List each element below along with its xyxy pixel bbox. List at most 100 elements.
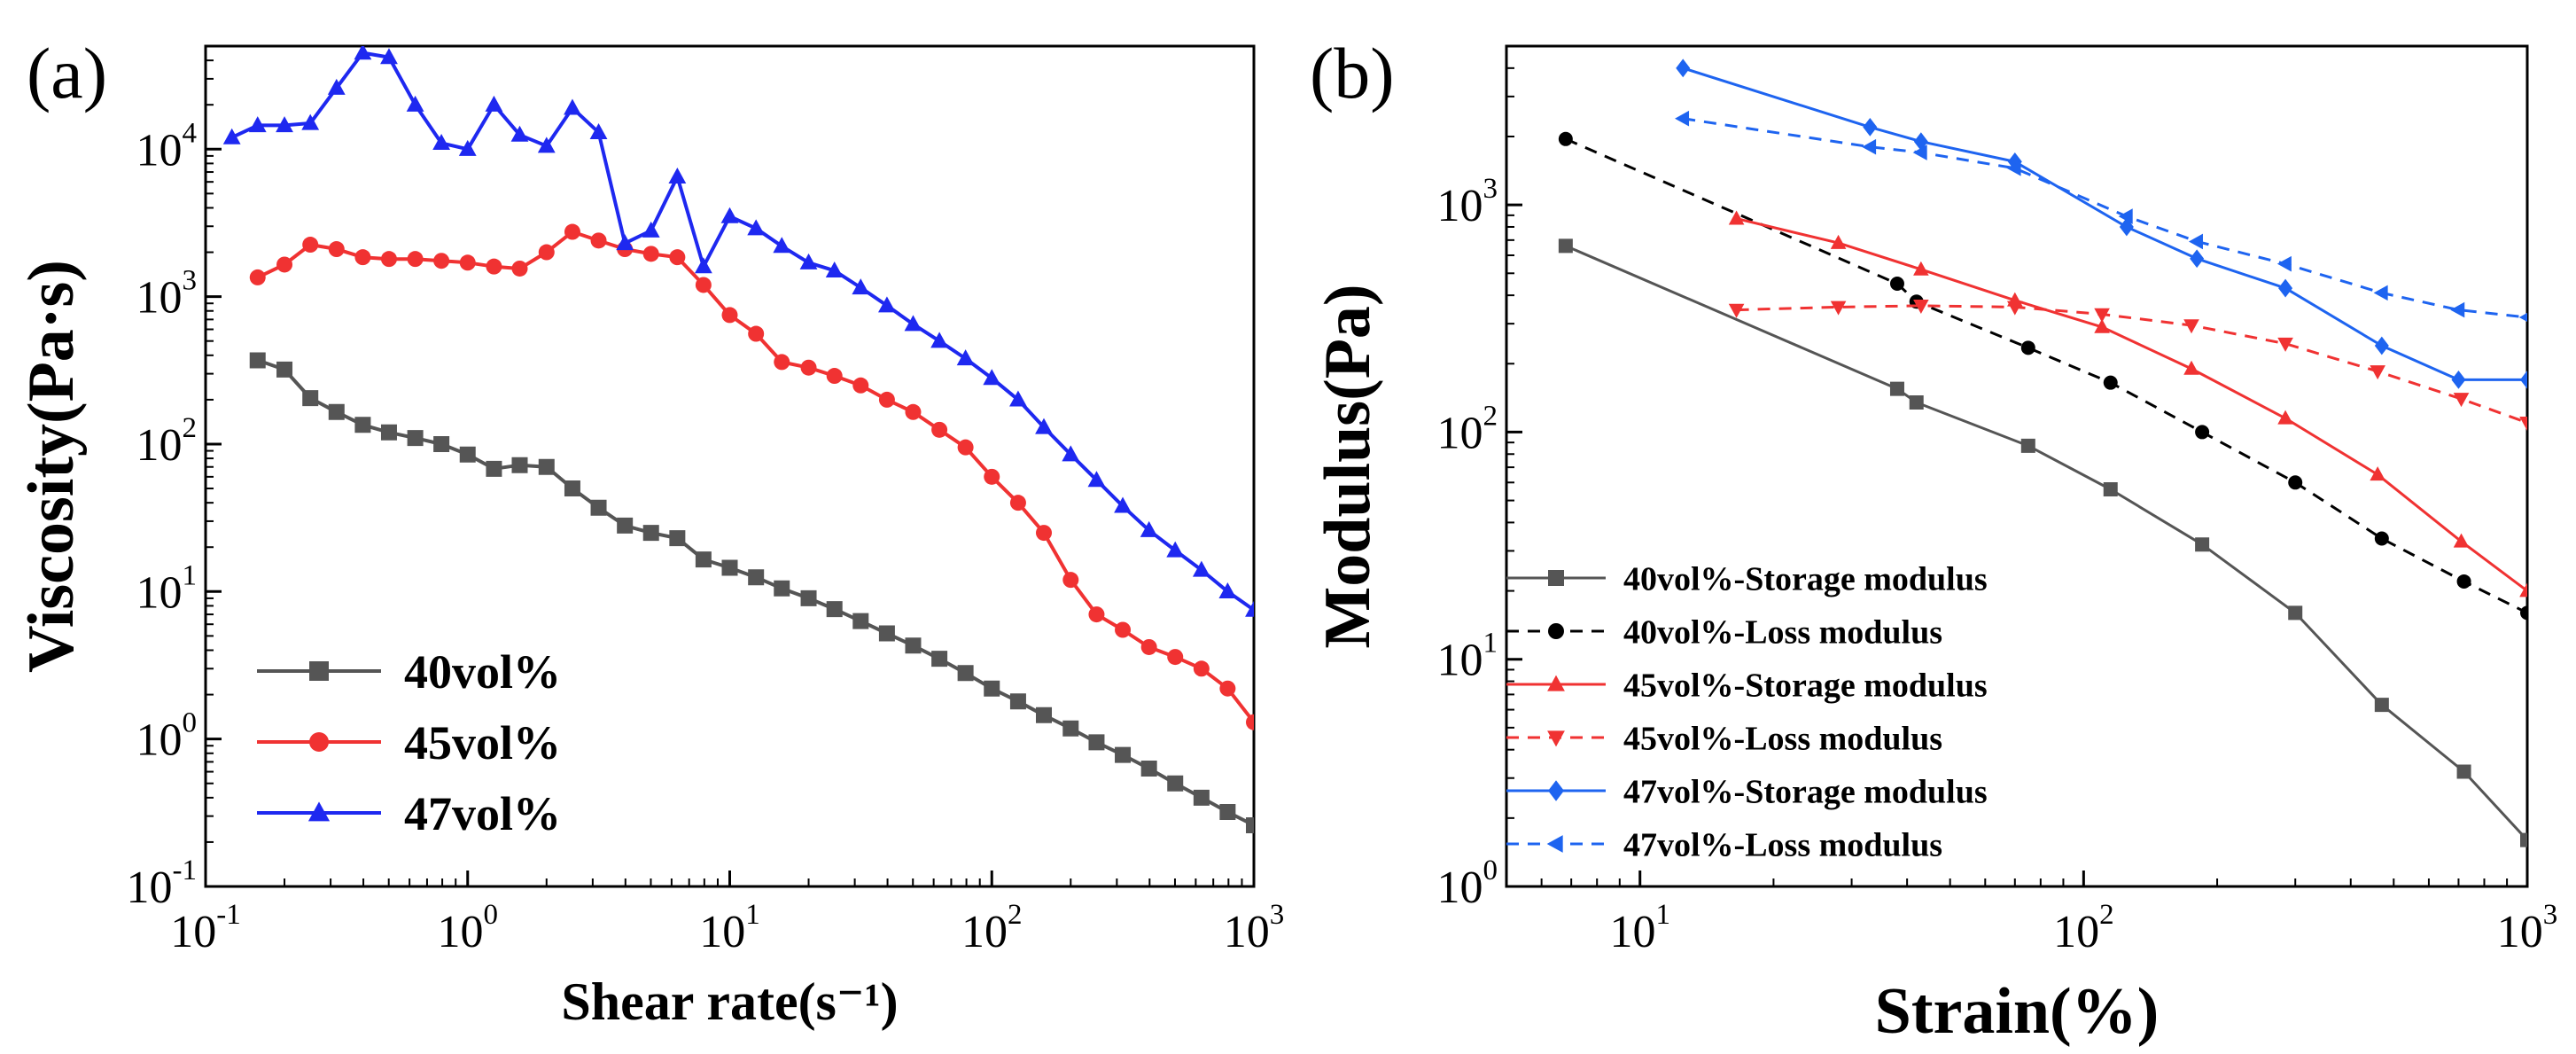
- data-point: [905, 403, 922, 420]
- data-point: [1088, 606, 1105, 623]
- y-tick-label: 101: [1437, 628, 1498, 686]
- y-tick-label: 10-1: [127, 855, 198, 913]
- data-point: [2450, 301, 2465, 318]
- data-point: [720, 207, 739, 223]
- legend-item: 45vol%: [257, 716, 561, 769]
- data-point: [826, 368, 843, 385]
- data-point: [800, 359, 817, 376]
- legend-item: 47vol%-Storage modulus: [1506, 773, 1988, 810]
- legend-marker: [1547, 675, 1565, 691]
- legend-item: 40vol%-Storage modulus: [1506, 560, 1988, 597]
- y-tick-label: 102: [136, 412, 198, 471]
- data-point: [1558, 238, 1573, 254]
- x-tick-label: 101: [699, 899, 760, 957]
- data-point: [1912, 144, 1927, 160]
- data-point: [380, 424, 397, 441]
- data-point: [2520, 370, 2527, 389]
- y-tick-label: 104: [136, 117, 198, 176]
- data-point: [669, 249, 686, 266]
- data-point: [773, 237, 791, 254]
- data-point: [799, 253, 818, 269]
- data-point: [276, 116, 293, 133]
- data-point: [1909, 395, 1924, 410]
- data-point: [2456, 764, 2471, 779]
- data-point: [1115, 746, 1132, 763]
- data-point: [2519, 582, 2527, 597]
- legend-item: 45vol%-Loss modulus: [1506, 720, 1942, 757]
- data-point: [852, 613, 869, 629]
- data-point: [2183, 319, 2199, 334]
- data-point: [957, 665, 974, 682]
- data-point: [931, 421, 948, 438]
- data-point: [1009, 693, 1026, 710]
- data-point: [1166, 541, 1185, 558]
- panel-a: (a) 10-1 100 101 102 103 10-1 100 101 102 103 104 Sh…: [15, 33, 1284, 1031]
- y-tick-label: 100: [136, 707, 198, 766]
- data-point: [2453, 393, 2470, 408]
- data-point: [2007, 152, 2022, 171]
- data-point: [327, 78, 346, 95]
- data-point: [2103, 481, 2118, 496]
- data-point: [1862, 138, 1877, 155]
- data-point: [406, 95, 424, 112]
- data-point: [2190, 249, 2205, 269]
- legend-label: 40vol%: [404, 645, 561, 699]
- series-b-1: [1558, 238, 2527, 847]
- data-point: [878, 391, 895, 408]
- panel-label-a: (a): [27, 33, 107, 113]
- y-tick-label: 100: [1437, 855, 1498, 913]
- data-point: [748, 325, 765, 342]
- series-a-2: [249, 223, 1254, 730]
- data-point: [407, 251, 424, 268]
- data-point: [486, 258, 502, 275]
- data-point: [983, 369, 1001, 386]
- data-point: [1036, 525, 1053, 542]
- data-point: [1218, 582, 1237, 598]
- legend-label: 47vol%-Storage modulus: [1623, 773, 1988, 810]
- series-line: [1736, 217, 2527, 592]
- data-point: [459, 446, 476, 463]
- data-point: [1088, 734, 1105, 751]
- data-point: [407, 430, 424, 447]
- series-line: [1565, 137, 2527, 614]
- series-b-5: [1676, 59, 2527, 389]
- data-point: [1140, 520, 1158, 537]
- panel-b: (b) 101 102 103 100 101 102 103 Strain(%) Modulus…: [1310, 33, 2557, 1048]
- data-point: [511, 457, 528, 473]
- data-point: [1062, 445, 1080, 462]
- data-point: [486, 460, 502, 477]
- series-b-6: [1675, 110, 2527, 323]
- data-point: [2183, 360, 2199, 375]
- data-point: [1245, 600, 1254, 617]
- data-point: [1675, 110, 1690, 127]
- panel-label-b: (b): [1310, 33, 1395, 113]
- data-point: [642, 525, 659, 542]
- data-point: [276, 256, 293, 273]
- data-point: [2118, 208, 2133, 224]
- data-point: [1728, 210, 1745, 225]
- legend-label: 45vol%-Loss modulus: [1623, 720, 1942, 757]
- data-point: [747, 219, 766, 236]
- data-point: [2277, 337, 2293, 352]
- data-point: [1009, 390, 1027, 407]
- x-tick-label: 102: [2053, 899, 2114, 957]
- data-point: [2103, 375, 2118, 390]
- data-point: [590, 232, 607, 249]
- data-point: [1167, 775, 1184, 792]
- data-point: [642, 221, 660, 238]
- data-point: [2195, 425, 2210, 440]
- data-point: [852, 377, 869, 394]
- x-tick-label: 103: [1224, 899, 1285, 957]
- data-point: [2520, 832, 2527, 847]
- data-point: [852, 278, 870, 295]
- data-point: [669, 530, 686, 547]
- data-point: [2453, 533, 2470, 548]
- data-point: [2373, 285, 2388, 301]
- data-point: [1676, 59, 1691, 78]
- data-point: [485, 95, 503, 112]
- data-point: [354, 417, 371, 433]
- data-point: [511, 260, 528, 277]
- data-point: [1219, 680, 1236, 697]
- legend-a: 40vol% 45vol% 47vol%: [257, 645, 561, 840]
- series-line: [1682, 117, 2527, 319]
